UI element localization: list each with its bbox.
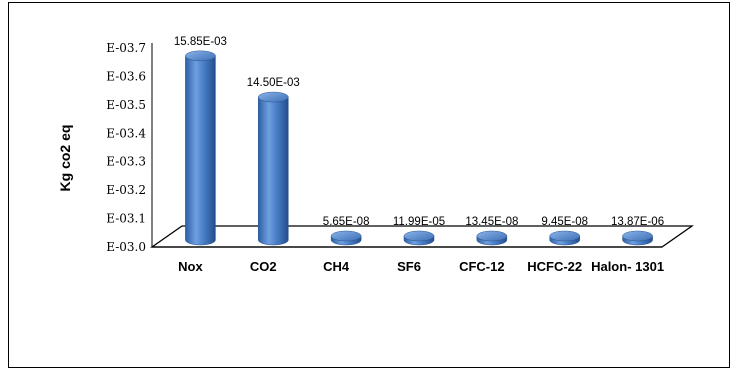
y-tick-label: E-03.4	[106, 126, 146, 140]
bar-top	[258, 91, 289, 103]
bar-top	[403, 230, 435, 242]
data-label: 14.50E-03	[247, 77, 300, 89]
bar-top	[549, 230, 580, 242]
y-tick-label: E-03.6	[106, 69, 146, 83]
bar-co2	[258, 96, 289, 246]
y-tick-label: E-03.7	[106, 41, 146, 55]
data-label: 5.65E-08	[323, 216, 370, 228]
data-label: 11.99E-05	[393, 216, 445, 228]
x-category-label: Nox	[178, 259, 203, 274]
y-tick-label: E-03.2	[106, 183, 146, 197]
bar-top	[622, 230, 653, 242]
x-category-label: CH4	[323, 259, 350, 274]
x-category-label: HCFC-22	[527, 259, 582, 274]
x-category-label: CFC-12	[459, 259, 505, 274]
x-category-label: SF6	[397, 259, 421, 274]
x-category-label: Halon- 1301	[591, 259, 664, 274]
x-category-label: CO2	[250, 259, 277, 274]
bar-top	[185, 50, 216, 62]
data-label: 13.87E-06	[611, 216, 664, 228]
data-label: 15.85E-03	[174, 36, 227, 48]
y-axis-label: Kg co2 eq	[57, 125, 73, 192]
bar-top	[330, 230, 362, 242]
bar-nox	[185, 55, 216, 246]
y-tick-label: E-03.3	[106, 155, 146, 169]
y-tick-label: E-03.0	[106, 240, 146, 254]
y-tick-label: E-03.5	[106, 98, 146, 112]
bar-top	[476, 230, 508, 242]
chart-frame	[8, 2, 730, 368]
data-label: 9.45E-08	[541, 216, 588, 228]
y-tick-label: E-03.1	[106, 212, 146, 226]
data-label: 13.45E-08	[465, 216, 518, 228]
